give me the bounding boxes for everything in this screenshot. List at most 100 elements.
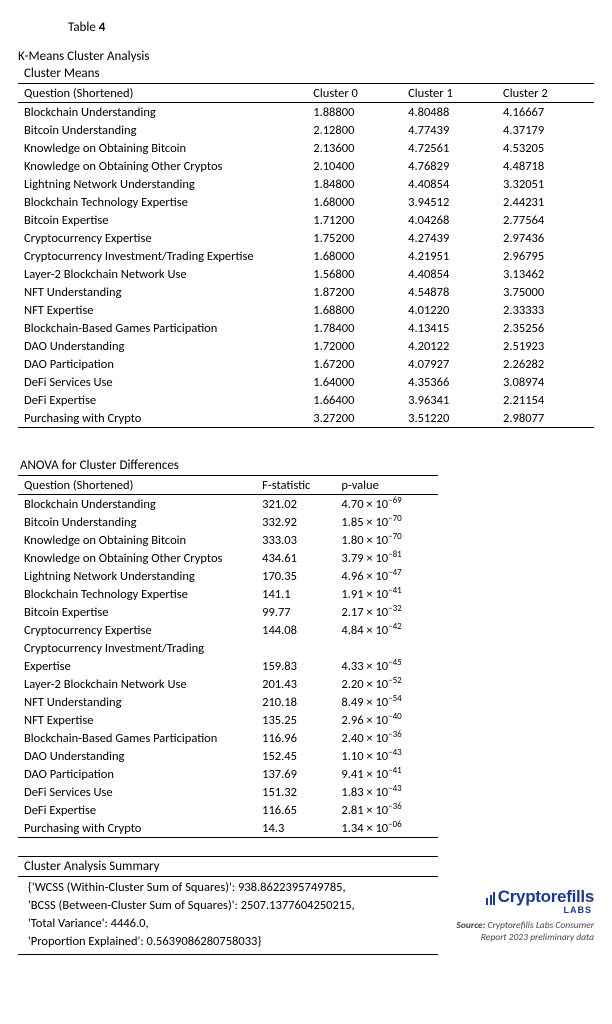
cell: NFT Understanding [18,283,309,301]
summary-line: 'Total Variance': 4446.0, [28,915,432,933]
anova-title: ANOVA for Cluster Differences [20,458,438,473]
cell: 1.56800 [309,265,404,283]
table-row: DAO Understanding152.451.10 × 10−43 [18,747,438,765]
cell: 1.72000 [309,337,404,355]
cell: 144.08 [258,621,337,639]
cell: Lightning Network Understanding [18,567,258,585]
table-row: Cryptocurrency Expertise1.752004.274392.… [18,229,594,247]
cell: 1.84800 [309,175,404,193]
cell: 210.18 [258,693,337,711]
cell: DAO Participation [18,355,309,373]
cell: Lightning Network Understanding [18,175,309,193]
cell: 151.32 [258,783,337,801]
cell: Blockchain Understanding [18,495,258,514]
cell: 4.48718 [499,157,594,175]
cell: 2.10400 [309,157,404,175]
table-row: DeFi Services Use151.321.83 × 10−43 [18,783,438,801]
table-row: Cryptocurrency Investment/Trading [18,639,438,657]
cell: 1.75200 [309,229,404,247]
summary-title: Cluster Analysis Summary [18,856,438,877]
table-row: Blockchain Technology Expertise141.11.91… [18,585,438,603]
cell: Bitcoin Expertise [18,603,258,621]
table-row: Blockchain Technology Expertise1.680003.… [18,193,594,211]
cell: Bitcoin Understanding [18,513,258,531]
cell: 3.32051 [499,175,594,193]
table-row: Knowledge on Obtaining Other Cryptos434.… [18,549,438,567]
cell: 2.81 × 10−36 [337,801,438,819]
footer: Cryptorefills LABS Source: Cryptorefills… [444,887,594,944]
summary-section: Cluster Analysis Summary {'WCSS (Within-… [18,856,438,955]
table-row: Bitcoin Understanding332.921.85 × 10−70 [18,513,438,531]
source-line: Source: Cryptorefills Labs Consumer Repo… [444,919,594,944]
cell: 116.96 [258,729,337,747]
cell: Blockchain-Based Games Participation [18,319,309,337]
table-row: NFT Expertise135.252.96 × 10−40 [18,711,438,729]
cell: 4.40854 [404,175,499,193]
cell: 2.97436 [499,229,594,247]
cell: 3.13462 [499,265,594,283]
cell: 1.87200 [309,283,404,301]
cell: Expertise [18,657,258,675]
cell: DeFi Expertise [18,391,309,409]
cluster-means-table: Question (Shortened)Cluster 0Cluster 1Cl… [18,83,594,428]
cell: 3.94512 [404,193,499,211]
cell: 1.34 × 10−06 [337,819,438,838]
cell: 1.83 × 10−43 [337,783,438,801]
cell: 4.37179 [499,121,594,139]
cell: 4.80488 [404,103,499,122]
logo-bars-icon [486,891,497,905]
cell: 2.98077 [499,409,594,428]
cell: 4.20122 [404,337,499,355]
cell: Layer-2 Blockchain Network Use [18,675,258,693]
cell: Cryptocurrency Expertise [18,621,258,639]
cell: 3.08974 [499,373,594,391]
means-header: Cluster 1 [404,84,499,103]
cell: 1.71200 [309,211,404,229]
cell: 1.85 × 10−70 [337,513,438,531]
cell: Blockchain Technology Expertise [18,193,309,211]
cell: 1.80 × 10−70 [337,531,438,549]
cell: 4.07927 [404,355,499,373]
cell: 4.01220 [404,301,499,319]
cell: Knowledge on Obtaining Other Cryptos [18,157,309,175]
cell: 14.3 [258,819,337,838]
cell: 321.02 [258,495,337,514]
table-number: 4 [99,20,106,35]
cell: 8.49 × 10−54 [337,693,438,711]
cell: 4.27439 [404,229,499,247]
table-row: DeFi Expertise116.652.81 × 10−36 [18,801,438,819]
logo-text: Cryptorefills [498,887,594,906]
logo: Cryptorefills LABS [444,887,594,915]
table-row: DeFi Expertise1.664003.963412.21154 [18,391,594,409]
cell: Blockchain Technology Expertise [18,585,258,603]
table-row: Bitcoin Understanding2.128004.774394.371… [18,121,594,139]
table-row: NFT Understanding210.188.49 × 10−54 [18,693,438,711]
table-row: DAO Participation137.699.41 × 10−41 [18,765,438,783]
cell: 4.77439 [404,121,499,139]
cell: 1.10 × 10−43 [337,747,438,765]
cell: Cryptocurrency Investment/Trading Expert… [18,247,309,265]
cell: 2.20 × 10−52 [337,675,438,693]
cell: 3.51220 [404,409,499,428]
table-row: DAO Participation1.672004.079272.26282 [18,355,594,373]
cell: Cryptocurrency Expertise [18,229,309,247]
cell: 4.72561 [404,139,499,157]
cell: 4.84 × 10−42 [337,621,438,639]
table-row: NFT Understanding1.872004.548783.75000 [18,283,594,301]
table-row: Cryptocurrency Investment/Trading Expert… [18,247,594,265]
cell: 3.79 × 10−81 [337,549,438,567]
main-title: K-Means Cluster Analysis [18,49,594,64]
cell: 152.45 [258,747,337,765]
logo-sub: LABS [444,905,592,915]
cell: Layer-2 Blockchain Network Use [18,265,309,283]
table-label-prefix: Table [68,20,99,35]
cell: 1.68000 [309,193,404,211]
table-row: Knowledge on Obtaining Bitcoin2.136004.7… [18,139,594,157]
means-header: Cluster 0 [309,84,404,103]
cell: 4.21951 [404,247,499,265]
cell: 4.70 × 10−69 [337,495,438,514]
table-row: Bitcoin Expertise1.712004.042682.77564 [18,211,594,229]
cell: Blockchain Understanding [18,103,309,122]
cell: Bitcoin Understanding [18,121,309,139]
cell: 4.54878 [404,283,499,301]
